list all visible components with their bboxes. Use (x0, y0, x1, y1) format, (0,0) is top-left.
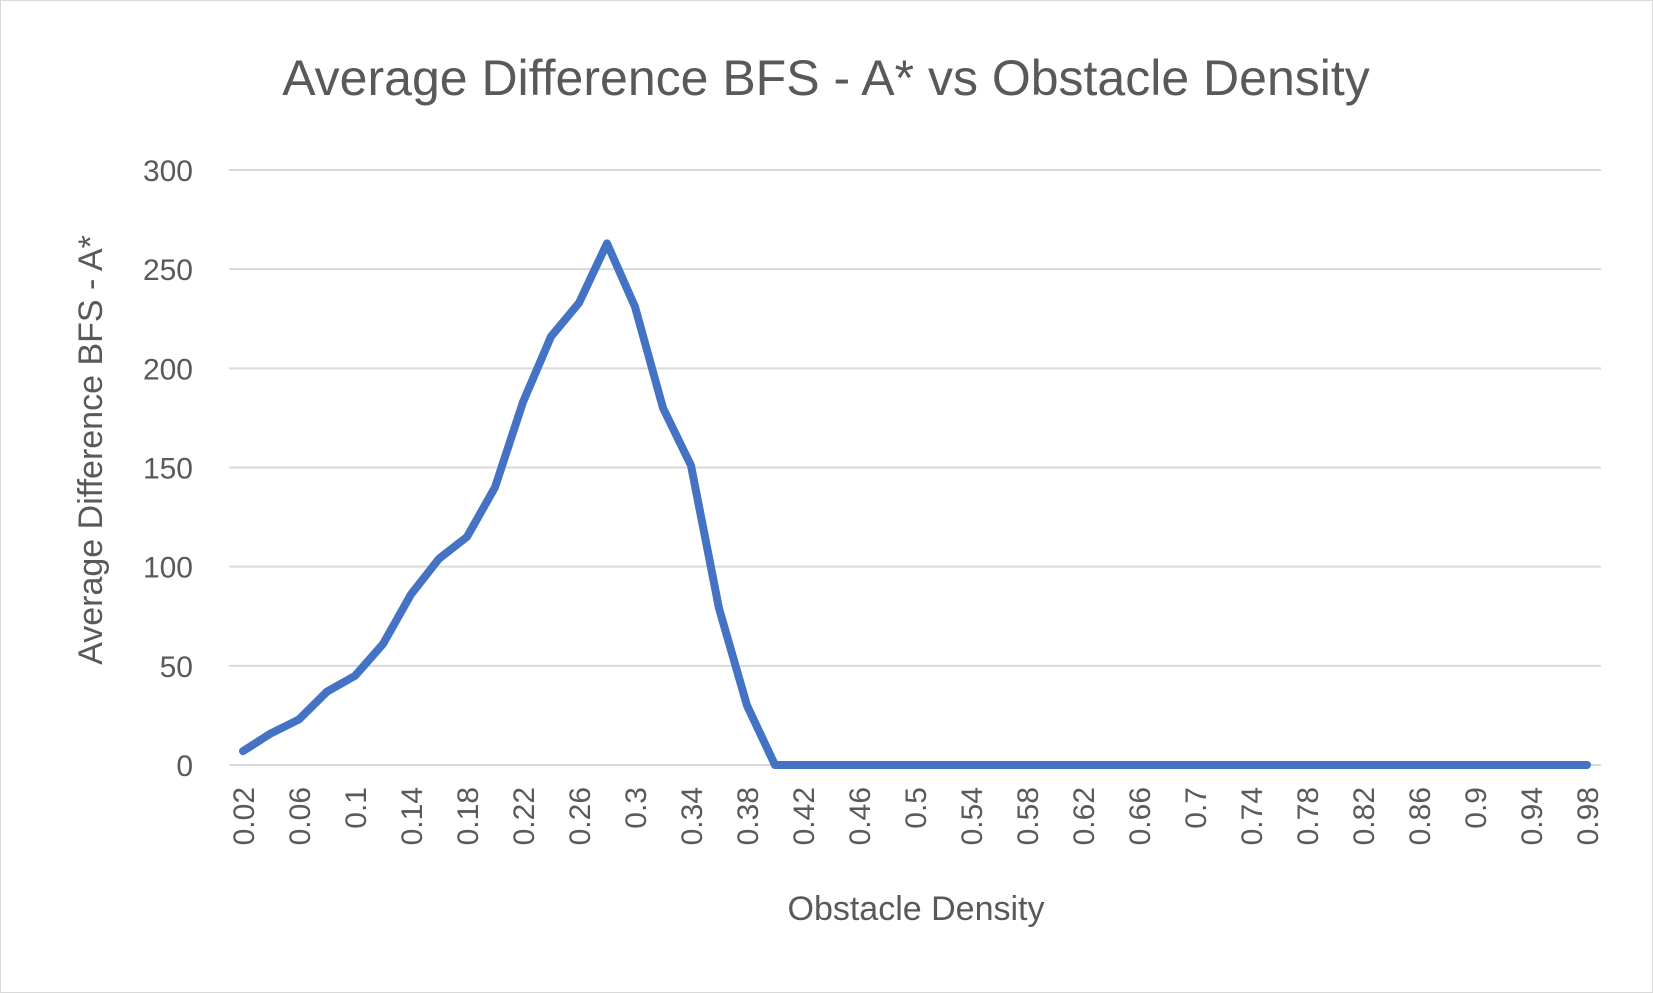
y-tick-label: 200 (143, 353, 193, 386)
chart-title: Average Difference BFS - A* vs Obstacle … (282, 50, 1370, 106)
y-tick-label: 250 (143, 254, 193, 287)
x-tick-label: 0.58 (1012, 787, 1045, 845)
x-tick-label: 0.66 (1124, 787, 1157, 845)
y-tick-label: 150 (143, 453, 193, 486)
y-axis-ticks: 0 50 100 150 200 250 300 (143, 155, 193, 783)
x-tick-label: 0.42 (788, 787, 821, 845)
y-tick-label: 100 (143, 552, 193, 585)
x-tick-label: 0.9 (1460, 787, 1493, 829)
x-axis-ticks: 0.02 0.06 0.1 0.14 0.18 0.22 0.26 0.3 0.34 0.38 0.… (228, 787, 1605, 845)
x-tick-label: 0.82 (1348, 787, 1381, 845)
x-tick-label: 0.98 (1572, 787, 1605, 845)
y-axis-title: Average Difference BFS - A* (72, 235, 110, 665)
x-tick-label: 0.94 (1516, 787, 1549, 845)
x-tick-label: 0.46 (844, 787, 877, 845)
y-tick-label: 300 (143, 155, 193, 188)
x-tick-label: 0.14 (396, 787, 429, 845)
series-line (239, 239, 1591, 769)
gridlines (229, 169, 1601, 766)
y-tick-label: 0 (176, 750, 193, 783)
x-tick-label: 0.3 (620, 787, 653, 829)
x-tick-label: 0.22 (508, 787, 541, 845)
y-tick-label: 50 (160, 651, 193, 684)
x-tick-label: 0.74 (1236, 787, 1269, 845)
x-tick-label: 0.86 (1404, 787, 1437, 845)
x-tick-label: 0.7 (1180, 787, 1213, 829)
x-tick-label: 0.78 (1292, 787, 1325, 845)
x-tick-label: 0.34 (676, 787, 709, 845)
x-tick-label: 0.62 (1068, 787, 1101, 845)
series-layer (239, 239, 1591, 769)
x-axis-title: Obstacle Density (788, 890, 1045, 928)
x-tick-label: 0.06 (284, 787, 317, 845)
x-tick-label: 0.5 (900, 787, 933, 829)
x-tick-label: 0.26 (564, 787, 597, 845)
x-tick-label: 0.54 (956, 787, 989, 845)
x-tick-label: 0.38 (732, 787, 765, 845)
x-tick-label: 0.18 (452, 787, 485, 845)
x-tick-label: 0.1 (340, 787, 373, 829)
x-tick-label: 0.02 (228, 787, 261, 845)
